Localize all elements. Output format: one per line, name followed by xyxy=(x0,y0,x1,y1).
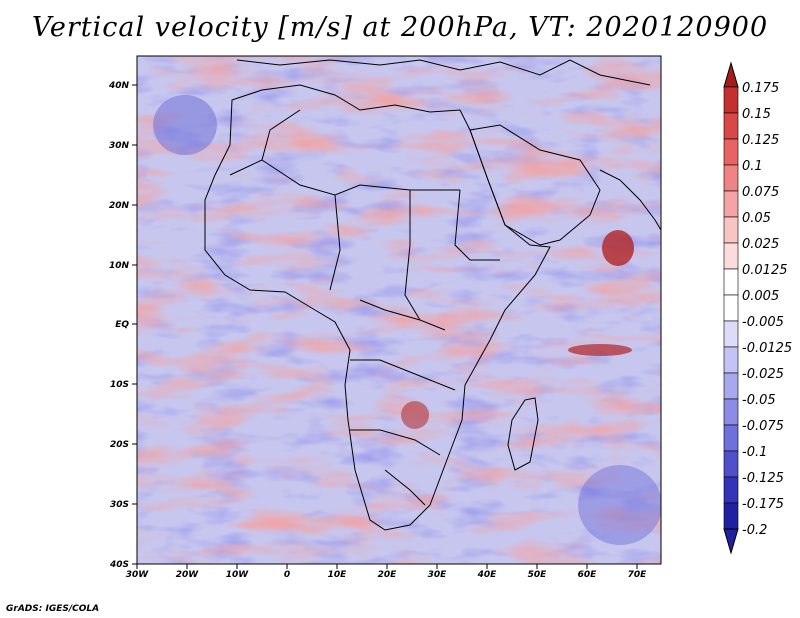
svg-text:30S: 30S xyxy=(110,500,129,510)
lat-tick: 40S xyxy=(109,560,137,570)
svg-text:20E: 20E xyxy=(378,570,398,580)
svg-text:40N: 40N xyxy=(108,81,130,91)
colorbar-label: -0.2 xyxy=(742,523,767,538)
lon-tick: 10E xyxy=(328,564,348,580)
colorbar-label: 0.175 xyxy=(742,81,779,96)
svg-text:30N: 30N xyxy=(109,141,130,151)
svg-text:40S: 40S xyxy=(109,560,129,570)
colorbar-label: 0.0125 xyxy=(742,263,788,278)
colorbar-swatch xyxy=(723,320,739,348)
lon-tick: 70E xyxy=(628,564,648,580)
colorbar-label: -0.125 xyxy=(742,471,784,486)
lat-tick: 40N xyxy=(108,81,137,91)
colorbar-label: 0.05 xyxy=(742,211,771,226)
colorbar-swatch xyxy=(723,502,739,530)
lon-tick: 30W xyxy=(126,564,150,580)
colorbar-swatch xyxy=(723,372,739,400)
svg-text:70E: 70E xyxy=(628,570,648,580)
lon-tick: 60E xyxy=(578,564,598,580)
colorbar-label: 0.125 xyxy=(742,133,779,148)
svg-text:10W: 10W xyxy=(226,570,250,580)
lon-tick: 30E xyxy=(428,564,448,580)
svg-text:10N: 10N xyxy=(109,261,130,271)
colorbar-swatch xyxy=(723,86,739,114)
colorbar-swatch xyxy=(723,398,739,426)
lat-tick: 20N xyxy=(109,201,137,211)
colorbar-swatch xyxy=(723,164,739,192)
colorbar-label: -0.1 xyxy=(742,445,767,460)
colorbar-swatch xyxy=(723,476,739,504)
svg-text:20W: 20W xyxy=(176,570,200,580)
svg-text:EQ: EQ xyxy=(115,320,129,330)
svg-text:30E: 30E xyxy=(428,570,448,580)
svg-text:50E: 50E xyxy=(528,570,548,580)
colorbar-swatch xyxy=(723,190,739,218)
lon-tick: 20E xyxy=(378,564,398,580)
svg-text:20N: 20N xyxy=(109,201,130,211)
lon-tick: 20W xyxy=(176,564,200,580)
colorbar-swatch xyxy=(723,268,739,296)
svg-text:10E: 10E xyxy=(328,570,348,580)
colorbar-label: -0.175 xyxy=(742,497,784,512)
lat-axis: 40N 30N 20N 10N EQ 10S 20S 30S 40S xyxy=(108,81,137,570)
colorbar-label: 0.005 xyxy=(742,289,779,304)
lat-tick: 10S xyxy=(110,380,137,390)
colorbar-swatch xyxy=(723,294,739,322)
svg-text:30W: 30W xyxy=(126,570,150,580)
colorbar-label: -0.005 xyxy=(742,315,784,330)
colorbar-label: 0.025 xyxy=(742,237,779,252)
svg-text:40E: 40E xyxy=(477,570,498,580)
colorbar-top-arrow xyxy=(723,61,739,88)
chart-title: Vertical velocity [m/s] at 200hPa, VT: 2… xyxy=(31,12,769,43)
colorbar-label: -0.0125 xyxy=(742,341,792,356)
svg-text:10S: 10S xyxy=(110,380,129,390)
colorbar-swatch xyxy=(723,138,739,166)
lat-tick: EQ xyxy=(115,320,137,330)
colorbar-label: 0.1 xyxy=(742,159,763,174)
lat-tick: 30S xyxy=(110,500,137,510)
coastlines xyxy=(204,59,661,531)
lat-tick: 30N xyxy=(109,141,137,151)
lon-tick: 0 xyxy=(284,564,290,580)
colorbar-label: 0.075 xyxy=(742,185,779,200)
lon-tick: 10W xyxy=(226,564,250,580)
lon-tick: 40E xyxy=(477,564,498,580)
colorbar-swatch xyxy=(723,450,739,478)
colorbar-swatch xyxy=(723,112,739,140)
colorbar-swatch xyxy=(723,216,739,244)
colorbar-swatch xyxy=(723,346,739,374)
grads-credit: GrADS: IGES/COLA xyxy=(6,604,100,614)
colorbar-bottom-arrow xyxy=(723,528,739,555)
colorbar-label: -0.025 xyxy=(742,367,784,382)
colorbar-swatch xyxy=(723,242,739,270)
lon-tick: 50E xyxy=(528,564,548,580)
colorbar: 0.175 0.15 0.125 0.1 0.075 0.05 0.025 0.0125 0.0… xyxy=(723,61,792,555)
lat-tick: 20S xyxy=(110,440,137,450)
colorbar-label: 0.15 xyxy=(742,107,771,122)
colorbar-label: -0.05 xyxy=(742,393,776,408)
svg-text:20S: 20S xyxy=(110,440,129,450)
svg-text:0: 0 xyxy=(284,570,290,580)
svg-text:60E: 60E xyxy=(578,570,598,580)
velocity-field xyxy=(137,56,661,564)
colorbar-swatch xyxy=(723,424,739,452)
lat-tick: 10N xyxy=(109,261,137,271)
colorbar-label: -0.075 xyxy=(742,419,784,434)
lon-axis: 30W 20W 10W 0 10E 20E 30E 40E 50E 60E 70… xyxy=(126,564,647,580)
plot-frame xyxy=(136,55,662,565)
